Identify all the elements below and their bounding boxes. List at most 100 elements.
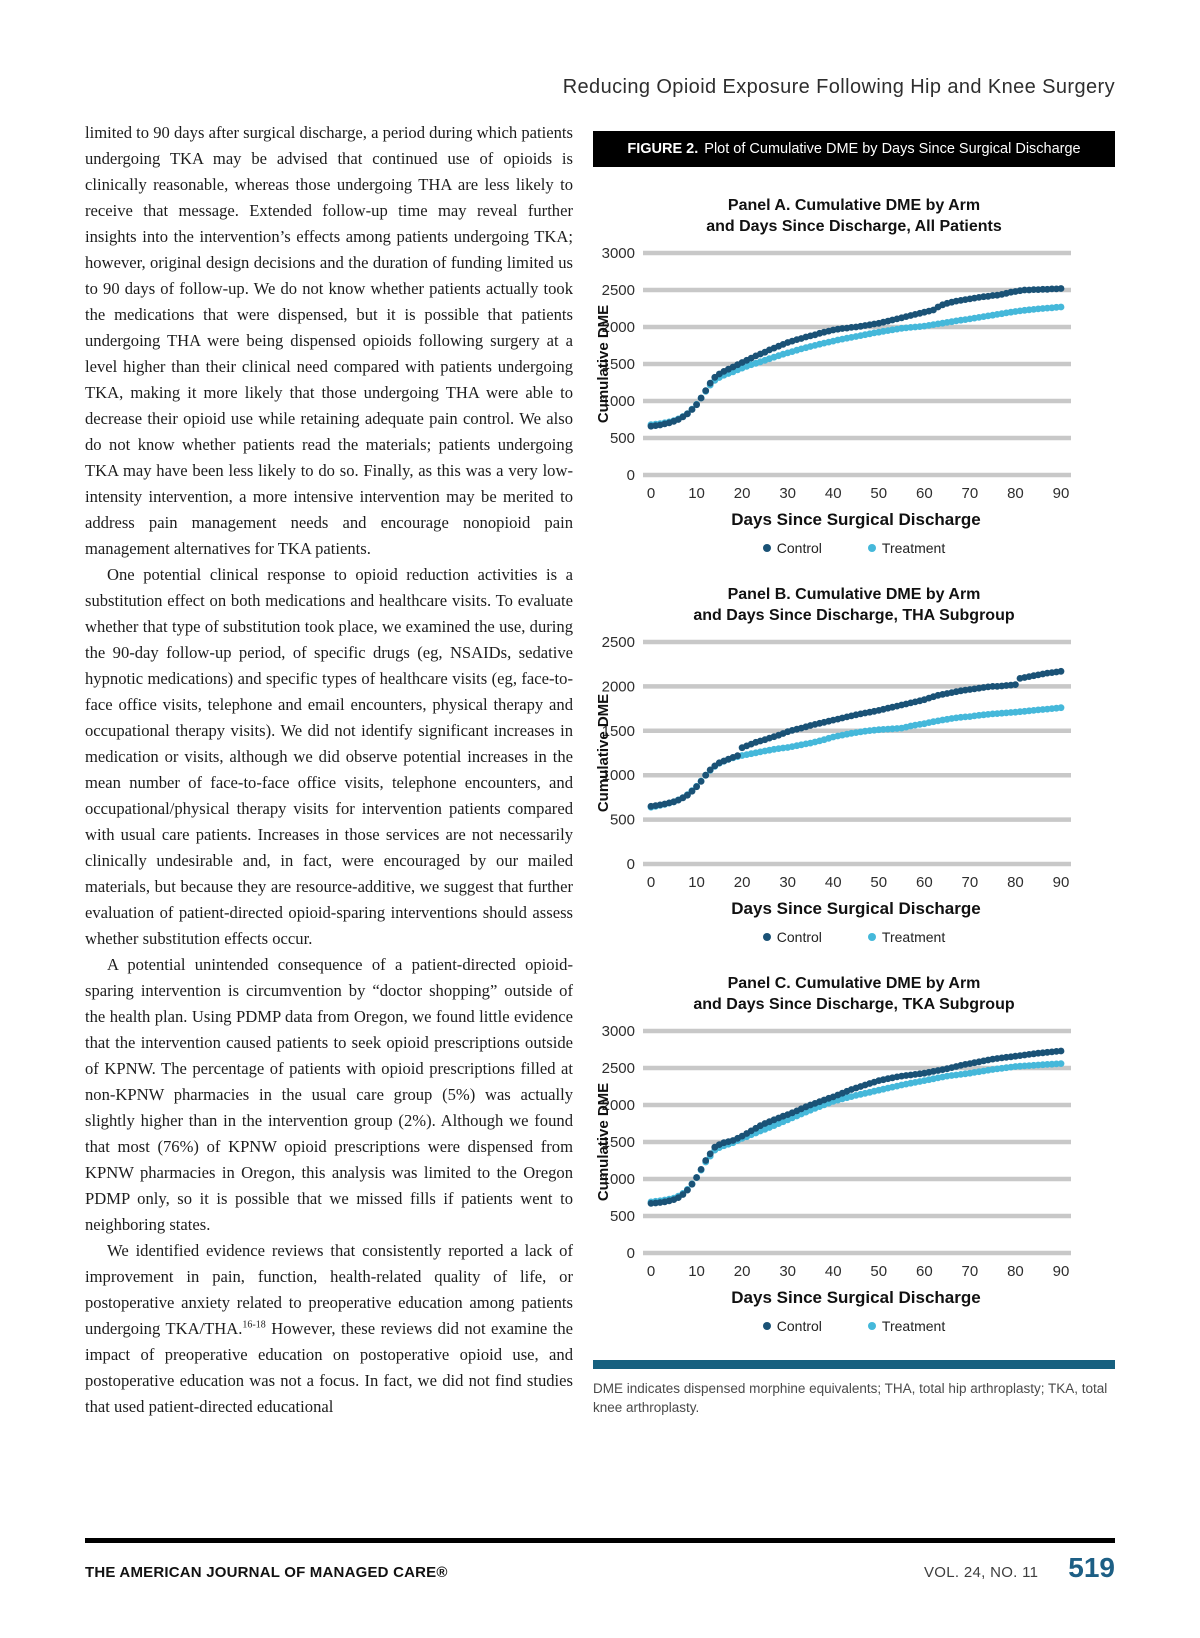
svg-text:Days Since Surgical Discharge: Days Since Surgical Discharge	[731, 1288, 980, 1307]
legend-item-treatment: Treatment	[867, 1318, 945, 1334]
svg-text:90: 90	[1053, 485, 1070, 502]
svg-text:20: 20	[734, 485, 751, 502]
svg-text:80: 80	[1007, 485, 1024, 502]
figure-caption-bar: FIGURE 2. Plot of Cumulative DME by Days…	[593, 131, 1115, 167]
svg-text:1000: 1000	[602, 393, 635, 410]
svg-text:1000: 1000	[602, 1171, 635, 1188]
panel-b-plot: 0 500 1000 1500 2000 2500 Cumulative DME 0 10 20 3…	[593, 634, 1115, 927]
svg-text:10: 10	[688, 485, 705, 502]
journal-name: THE AMERICAN JOURNAL OF MANAGED CARE®	[85, 1564, 448, 1581]
svg-text:2500: 2500	[602, 1060, 635, 1077]
svg-text:1500: 1500	[602, 723, 635, 740]
page-footer: THE AMERICAN JOURNAL OF MANAGED CARE® VO…	[85, 1552, 1115, 1584]
paragraph-text: We identified evidence reviews that cons…	[85, 1241, 573, 1338]
svg-text:90: 90	[1053, 1263, 1070, 1280]
svg-text:80: 80	[1007, 874, 1024, 891]
svg-text:2000: 2000	[602, 319, 635, 336]
panel-c-title: Panel C. Cumulative DME by Arm and Days …	[693, 975, 1015, 1013]
treatment-dot-icon	[867, 1322, 876, 1330]
figure-2: FIGURE 2. Plot of Cumulative DME by Days…	[593, 131, 1115, 1417]
panel-b-legend: Control Treatment	[593, 929, 1115, 945]
paragraph: We identified evidence reviews that cons…	[85, 1238, 573, 1420]
paragraph: One potential clinical response to opioi…	[85, 565, 573, 948]
panel-a-legend: Control Treatment	[593, 540, 1115, 556]
svg-text:20: 20	[734, 1263, 751, 1280]
svg-text:2500: 2500	[602, 282, 635, 299]
legend-item-control: Control	[762, 540, 822, 556]
figure-panel-c: Panel C. Cumulative DME by Arm and Days …	[593, 973, 1115, 1334]
svg-text:70: 70	[962, 485, 979, 502]
svg-text:40: 40	[825, 1263, 842, 1280]
svg-text:20: 20	[734, 874, 751, 891]
figure-panel-b: Panel B. Cumulative DME by Arm and Days …	[593, 584, 1115, 945]
svg-text:Days Since Surgical Discharge: Days Since Surgical Discharge	[731, 510, 980, 529]
svg-text:0: 0	[627, 467, 635, 484]
svg-text:Cumulative DME: Cumulative DME	[595, 694, 612, 812]
svg-text:10: 10	[688, 874, 705, 891]
svg-text:60: 60	[916, 1263, 933, 1280]
svg-text:90: 90	[1053, 874, 1070, 891]
panel-c-plot: 0 500 1000 1500 2000 2500 3000 Cumulative DME 0 1…	[593, 1023, 1115, 1316]
svg-text:60: 60	[916, 485, 933, 502]
svg-text:500: 500	[610, 430, 635, 447]
figure-caption: Plot of Cumulative DME by Days Since Sur…	[704, 141, 1081, 157]
svg-text:1500: 1500	[602, 356, 635, 373]
paragraph: limited to 90 days after surgical discha…	[85, 123, 573, 558]
svg-text:3000: 3000	[602, 1023, 635, 1040]
panel-b-title: Panel B. Cumulative DME by Arm and Days …	[693, 586, 1015, 624]
svg-text:0: 0	[627, 856, 635, 873]
control-dot-icon	[762, 1322, 771, 1330]
svg-text:70: 70	[962, 1263, 979, 1280]
panel-a-title: Panel A. Cumulative DME by Arm and Days …	[706, 197, 1002, 235]
page-number: 519	[1068, 1552, 1115, 1583]
legend-item-treatment: Treatment	[867, 540, 945, 556]
svg-text:2500: 2500	[602, 634, 635, 651]
svg-text:0: 0	[627, 1245, 635, 1262]
figure-bottom-divider	[593, 1360, 1115, 1369]
svg-text:Cumulative DME: Cumulative DME	[595, 305, 612, 423]
svg-text:30: 30	[779, 1263, 796, 1280]
legend-item-treatment: Treatment	[867, 929, 945, 945]
svg-text:Cumulative DME: Cumulative DME	[595, 1083, 612, 1201]
svg-text:40: 40	[825, 874, 842, 891]
svg-text:50: 50	[870, 1263, 887, 1280]
svg-text:60: 60	[916, 874, 933, 891]
svg-text:2000: 2000	[602, 678, 635, 695]
svg-text:2000: 2000	[602, 1097, 635, 1114]
svg-text:0: 0	[647, 874, 655, 891]
article-text-column: limited to 90 days after surgical discha…	[85, 120, 573, 1420]
svg-text:1500: 1500	[602, 1134, 635, 1151]
control-dot-icon	[762, 544, 771, 552]
svg-text:500: 500	[610, 812, 635, 829]
figure-footnote: DME indicates dispensed morphine equival…	[593, 1381, 1108, 1415]
svg-text:50: 50	[870, 485, 887, 502]
legend-item-control: Control	[762, 929, 822, 945]
paragraph-text: However, these reviews did not examine t…	[85, 1319, 573, 1416]
svg-text:30: 30	[779, 874, 796, 891]
svg-text:0: 0	[647, 485, 655, 502]
panel-c-legend: Control Treatment	[593, 1318, 1115, 1334]
treatment-dot-icon	[867, 933, 876, 941]
running-head: Reducing Opioid Exposure Following Hip a…	[562, 76, 1115, 98]
svg-text:0: 0	[647, 1263, 655, 1280]
svg-text:Days Since Surgical Discharge: Days Since Surgical Discharge	[731, 899, 980, 918]
reference-superscript: 16-18	[242, 1319, 266, 1331]
svg-text:500: 500	[610, 1208, 635, 1225]
figure-label: FIGURE 2.	[627, 141, 699, 157]
panel-a-plot: 0 500 1000 1500 2000 2500 3000 Cumulative DME 0 1…	[593, 245, 1115, 538]
paragraph: A potential unintended consequence of a …	[85, 955, 573, 1234]
treatment-dot-icon	[867, 544, 876, 552]
svg-text:80: 80	[1007, 1263, 1024, 1280]
svg-text:50: 50	[870, 874, 887, 891]
svg-text:1000: 1000	[602, 767, 635, 784]
volume-number: VOL. 24, NO. 11	[924, 1564, 1039, 1581]
control-dot-icon	[762, 933, 771, 941]
svg-text:3000: 3000	[602, 245, 635, 262]
figure-panel-a: Panel A. Cumulative DME by Arm and Days …	[593, 195, 1115, 556]
svg-text:70: 70	[962, 874, 979, 891]
legend-item-control: Control	[762, 1318, 822, 1334]
svg-text:40: 40	[825, 485, 842, 502]
footer-rule	[85, 1538, 1115, 1543]
svg-text:10: 10	[688, 1263, 705, 1280]
